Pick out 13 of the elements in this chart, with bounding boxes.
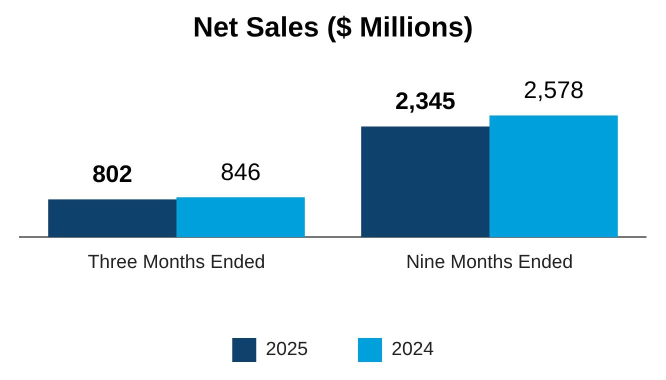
legend-label: 2025: [266, 339, 308, 360]
bar: [361, 126, 490, 238]
data-label: 2,578: [524, 77, 584, 104]
bar: [176, 197, 305, 238]
data-label: 846: [220, 158, 261, 186]
data-label: 802: [92, 160, 132, 188]
chart-title: Net Sales ($ Millions): [192, 12, 474, 43]
bar: [48, 199, 176, 238]
x-tick-label: Three Months Ended: [88, 252, 266, 273]
data-label: 2,345: [395, 88, 456, 116]
legend-label: 2024: [392, 339, 434, 360]
x-tick-label: Nine Months Ended: [406, 252, 573, 273]
bar: [490, 116, 618, 238]
